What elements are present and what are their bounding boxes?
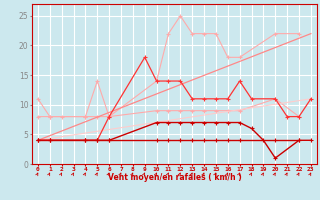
X-axis label: Vent moyen/en rafales ( km/h ): Vent moyen/en rafales ( km/h ) (108, 173, 241, 182)
